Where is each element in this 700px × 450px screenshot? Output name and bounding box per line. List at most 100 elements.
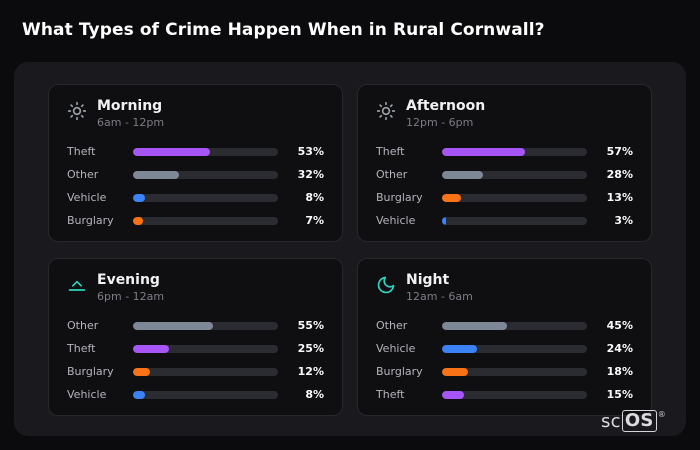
card-title: Night <box>406 272 450 288</box>
bar-track <box>133 193 278 202</box>
bar-row: Vehicle 8% <box>67 191 324 204</box>
bar-label: Theft <box>376 388 405 401</box>
bar-track <box>133 390 278 399</box>
bar-value: 28% <box>606 168 633 181</box>
bar-fill <box>442 147 525 156</box>
bar-fill <box>442 344 477 353</box>
card-head-text: Evening 6pm - 12am <box>97 272 164 303</box>
bar-track <box>442 321 587 330</box>
bar-rows: Other 55% Theft 25% Burglary 12% Vehicle <box>67 319 324 401</box>
bar-value: 24% <box>606 342 633 355</box>
bar-fill <box>442 216 447 225</box>
bar-fill <box>133 193 145 202</box>
bar-track <box>133 321 278 330</box>
bar-label: Burglary <box>67 365 114 378</box>
bar-track <box>133 147 278 156</box>
bar-track <box>442 344 587 353</box>
bar-track <box>442 170 587 179</box>
card-subtitle: 12pm - 6pm <box>406 116 474 129</box>
brand-prefix: sc <box>600 410 621 432</box>
sun-icon <box>376 101 396 121</box>
bar-row: Other 45% <box>376 319 633 332</box>
bar-track <box>442 367 587 376</box>
sunset-icon <box>67 275 87 295</box>
registered-mark: ® <box>657 410 666 420</box>
bar-label: Vehicle <box>67 388 107 401</box>
bar-fill <box>442 193 461 202</box>
card-title: Evening <box>97 272 160 288</box>
card-header: Morning 6am - 12pm <box>67 98 324 129</box>
moon-icon <box>376 275 396 295</box>
bar-row: Other 55% <box>67 319 324 332</box>
card-head-text: Night 12am - 6am <box>406 272 473 303</box>
bar-label: Theft <box>67 145 96 158</box>
card-subtitle: 6pm - 12am <box>97 290 165 303</box>
bar-fill <box>442 321 508 330</box>
card-header: Evening 6pm - 12am <box>67 272 324 303</box>
card-header: Afternoon 12pm - 6pm <box>376 98 633 129</box>
bar-label: Burglary <box>67 214 114 227</box>
bar-label: Other <box>376 168 408 181</box>
bar-rows: Theft 53% Other 32% Vehicle 8% Burglary <box>67 145 324 227</box>
bar-value: 8% <box>305 388 324 401</box>
bar-fill <box>133 321 213 330</box>
bar-value: 53% <box>297 145 324 158</box>
bar-value: 3% <box>614 214 633 227</box>
bar-label: Other <box>67 319 99 332</box>
bar-rows: Theft 57% Other 28% Burglary 13% Vehicle <box>376 145 633 227</box>
bar-row: Other 28% <box>376 168 633 181</box>
bar-row: Burglary 12% <box>67 365 324 378</box>
bar-row: Theft 25% <box>67 342 324 355</box>
card-head-text: Morning 6am - 12pm <box>97 98 164 129</box>
card-header: Night 12am - 6am <box>376 272 633 303</box>
brand-boxed: OS <box>621 410 657 432</box>
bar-fill <box>133 216 144 225</box>
bar-row: Burglary 18% <box>376 365 633 378</box>
card-title: Morning <box>97 98 163 114</box>
bar-label: Vehicle <box>376 214 416 227</box>
brand-logo: sc OS ® <box>601 410 666 432</box>
bar-value: 12% <box>297 365 324 378</box>
card-title: Afternoon <box>406 98 486 114</box>
bar-fill <box>442 170 483 179</box>
bar-value: 32% <box>297 168 324 181</box>
bar-row: Theft 53% <box>67 145 324 158</box>
bar-value: 8% <box>305 191 324 204</box>
sun-icon <box>67 101 87 121</box>
bar-label: Burglary <box>376 365 423 378</box>
bar-fill <box>133 170 180 179</box>
bar-label: Theft <box>67 342 96 355</box>
bar-track <box>133 170 278 179</box>
bar-fill <box>133 390 145 399</box>
bar-row: Other 32% <box>67 168 324 181</box>
bar-track <box>442 390 587 399</box>
bar-row: Burglary 7% <box>67 214 324 227</box>
bar-value: 45% <box>606 319 633 332</box>
bar-row: Vehicle 3% <box>376 214 633 227</box>
bar-row: Vehicle 8% <box>67 388 324 401</box>
bar-rows: Other 45% Vehicle 24% Burglary 18% Theft <box>376 319 633 401</box>
bar-row: Theft 57% <box>376 145 633 158</box>
bar-value: 55% <box>297 319 324 332</box>
bar-track <box>133 216 278 225</box>
card-subtitle: 6am - 12pm <box>97 116 165 129</box>
bar-fill <box>133 367 151 376</box>
bar-label: Other <box>67 168 99 181</box>
bar-fill <box>442 367 469 376</box>
bar-row: Theft 15% <box>376 388 633 401</box>
bar-label: Theft <box>376 145 405 158</box>
bar-fill <box>133 147 210 156</box>
bar-label: Other <box>376 319 408 332</box>
card-afternoon: Afternoon 12pm - 6pm Theft 57% Other 28%… <box>357 84 652 242</box>
page-title: What Types of Crime Happen When in Rural… <box>22 20 545 40</box>
bar-track <box>133 344 278 353</box>
bar-fill <box>133 344 170 353</box>
bar-value: 25% <box>297 342 324 355</box>
bar-label: Burglary <box>376 191 423 204</box>
bar-value: 7% <box>305 214 324 227</box>
bar-value: 57% <box>606 145 633 158</box>
bar-value: 18% <box>606 365 633 378</box>
card-grid: Morning 6am - 12pm Theft 53% Other 32% V… <box>48 84 652 416</box>
bar-value: 15% <box>606 388 633 401</box>
card-evening: Evening 6pm - 12am Other 55% Theft 25% B… <box>48 258 343 416</box>
